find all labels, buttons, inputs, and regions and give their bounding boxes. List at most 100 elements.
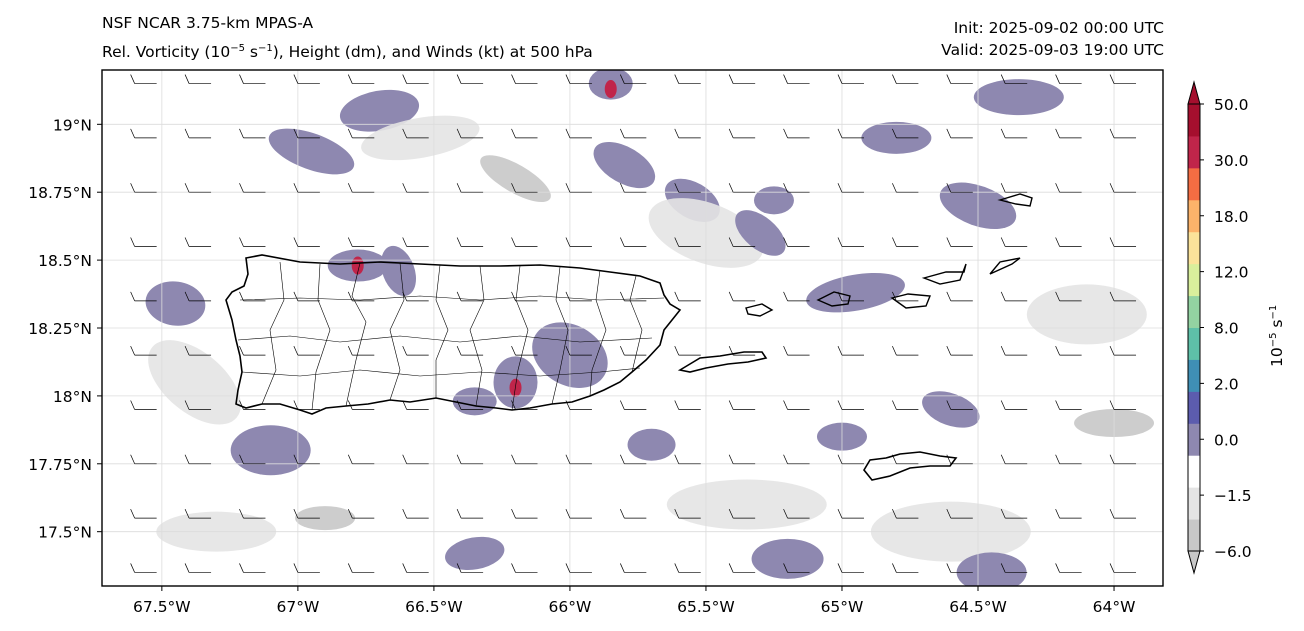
wind-barb-33: [892, 128, 919, 139]
wind-barb-130: [1000, 400, 1028, 410]
colorbar-label-unit: s: [1268, 320, 1286, 333]
wind-barb-127: [837, 400, 864, 410]
wind-barb-179: [565, 563, 592, 573]
wind-barb-17: [1055, 74, 1082, 84]
colorbar-segment-9: [1188, 231, 1200, 265]
wind-barb-103: [565, 346, 592, 356]
wind-barb-113: [1109, 346, 1137, 356]
wind-barb-157: [402, 508, 429, 519]
wind-barb-120: [456, 400, 484, 410]
lon-tick-label-2: 66.5°W: [405, 598, 463, 616]
wind-barb-156: [347, 508, 375, 519]
culebra-coastline: [745, 303, 774, 317]
wind-barb-174: [293, 563, 320, 573]
colorbar-segment-7: [1188, 295, 1200, 328]
wind-barb-79: [293, 291, 320, 302]
wind-barb-114: [130, 400, 157, 410]
wind-barb-89: [837, 291, 864, 302]
lon-tick-label-7: 64°W: [1093, 598, 1136, 616]
vieques-coastline: [677, 351, 768, 373]
wind-barb-115: [184, 400, 212, 410]
wind-barb-188: [1055, 563, 1082, 573]
colorbar-label: 10−5 s−1: [1268, 305, 1286, 367]
vorticity-contour-35: [639, 436, 664, 453]
wind-barb-152: [130, 508, 157, 519]
wind-barb-187: [1000, 563, 1028, 573]
wind-barb-90: [892, 291, 919, 302]
colorbar-label-base: 10: [1268, 347, 1286, 367]
wind-barb-55: [1055, 183, 1082, 193]
wind-barb-69: [783, 237, 810, 247]
wind-barb-65: [565, 237, 592, 247]
wind-barb-139: [456, 454, 484, 465]
wind-barb-112: [1055, 346, 1082, 356]
wind-barb-163: [728, 508, 756, 519]
colorbar-segment-2: [1188, 455, 1200, 488]
wind-barb-29: [674, 128, 701, 139]
municipality-boundaries: [237, 261, 665, 411]
st-thomas-coastline: [816, 291, 851, 307]
wind-barb-53: [946, 183, 973, 193]
wind-barb-175: [347, 563, 375, 573]
colorbar-segment-6: [1188, 327, 1200, 360]
wind-barb-44: [456, 183, 484, 193]
colorbar-segment-10: [1188, 199, 1200, 233]
wind-barb-28: [620, 128, 647, 139]
lon-tick-label-6: 64.5°W: [949, 598, 1007, 616]
wind-barb-83: [511, 291, 538, 302]
wind-barb-173: [239, 563, 266, 573]
vorticity-contour-32: [973, 79, 1064, 116]
vorticity-contour-6: [339, 89, 420, 132]
wind-barb-76: [130, 291, 157, 302]
wind-barb-153: [184, 508, 212, 519]
wind-barb-110: [946, 346, 973, 356]
wind-barb-93: [1055, 291, 1082, 302]
wind-barb-82: [456, 291, 484, 302]
wind-barb-136: [293, 454, 320, 465]
wind-barb-95: [130, 346, 157, 356]
wind-barb-142: [620, 454, 647, 465]
wind-barb-159: [511, 508, 538, 519]
wind-barb-150: [1055, 454, 1082, 465]
field-title-unit: s: [244, 43, 258, 62]
colorbar-tick-label-5: 12.0: [1214, 264, 1249, 282]
wind-barbs: [130, 74, 1137, 573]
wind-barb-0: [130, 74, 157, 84]
wind-barb-62: [402, 237, 429, 247]
colorbar-segment-4: [1188, 391, 1200, 424]
lat-tick-label-3: 18.25°N: [28, 320, 92, 338]
wind-barb-18: [1109, 74, 1137, 84]
wind-barb-77: [184, 291, 212, 302]
colorbar-extend-high: [1187, 80, 1201, 105]
wind-barb-31: [783, 128, 810, 139]
vorticity-contour-2: [148, 340, 241, 425]
wind-barb-140: [511, 454, 538, 465]
wind-barb-176: [402, 563, 429, 573]
colorbar-tick-label-1: −1.5: [1214, 487, 1252, 505]
wind-barb-51: [837, 183, 864, 193]
wind-barb-34: [946, 128, 973, 139]
colorbar-segment-11: [1188, 167, 1200, 201]
wind-barb-129: [946, 400, 973, 410]
wind-barb-40: [239, 183, 266, 193]
wind-barb-58: [184, 237, 212, 247]
wind-barb-48: [674, 183, 701, 193]
wind-barb-100: [402, 346, 429, 356]
wind-barb-131: [1055, 400, 1082, 410]
wind-barb-30: [728, 128, 756, 139]
wind-barb-15: [946, 74, 973, 84]
wind-barb-106: [728, 346, 756, 356]
wind-barb-105: [674, 346, 701, 356]
wind-barb-12: [783, 74, 810, 84]
wind-barb-145: [783, 454, 810, 465]
wind-barb-85: [620, 291, 647, 302]
colorbar-segment-13: [1188, 104, 1200, 137]
wind-barb-168: [1000, 508, 1028, 519]
wind-barb-67: [674, 237, 701, 247]
wind-barb-61: [347, 237, 375, 247]
wind-barb-128: [892, 400, 919, 410]
wind-barb-35: [1000, 128, 1028, 139]
colorbar-extend-low: [1187, 550, 1201, 575]
wind-barb-73: [1000, 237, 1028, 247]
wind-barb-111: [1000, 346, 1028, 356]
